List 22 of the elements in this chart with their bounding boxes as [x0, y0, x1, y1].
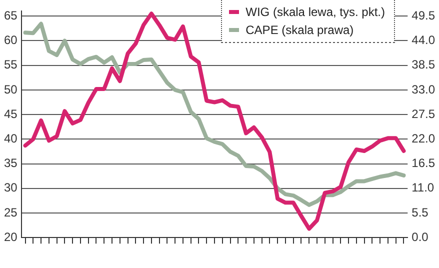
y2-tick-label: 49.5 — [412, 8, 436, 22]
legend-label: WIG (skala lewa, tys. pkt.) — [246, 5, 385, 19]
y-tick-label: 45 — [4, 106, 18, 121]
y2-tick-label: 16.5 — [412, 156, 436, 170]
y2-tick-label: 44.0 — [412, 33, 436, 48]
y2-tick-label: 11.0 — [412, 180, 434, 195]
y-tick-label: 60 — [4, 33, 18, 48]
y2-tick-label: 5.5 — [412, 205, 429, 220]
y-tick-label: 40 — [4, 131, 18, 146]
legend-label: CAPE (skala prawa) — [246, 23, 354, 37]
y2-tick-label: 38.5 — [412, 58, 436, 72]
y2-tick-label: 33.0 — [412, 82, 436, 96]
y-tick-label: 30 — [4, 180, 18, 195]
y2-tick-label: 0.0 — [412, 230, 429, 244]
y2-tick-label: 27.5 — [412, 106, 436, 121]
y-tick-label: 25 — [4, 205, 18, 220]
y-tick-label: 55 — [4, 58, 18, 72]
y-tick-label: 20 — [4, 230, 18, 244]
y-tick-label: 35 — [4, 156, 18, 170]
y-tick-label: 50 — [4, 82, 18, 96]
y-tick-label: 65 — [4, 8, 18, 22]
y2-tick-label: 22.0 — [412, 131, 436, 146]
